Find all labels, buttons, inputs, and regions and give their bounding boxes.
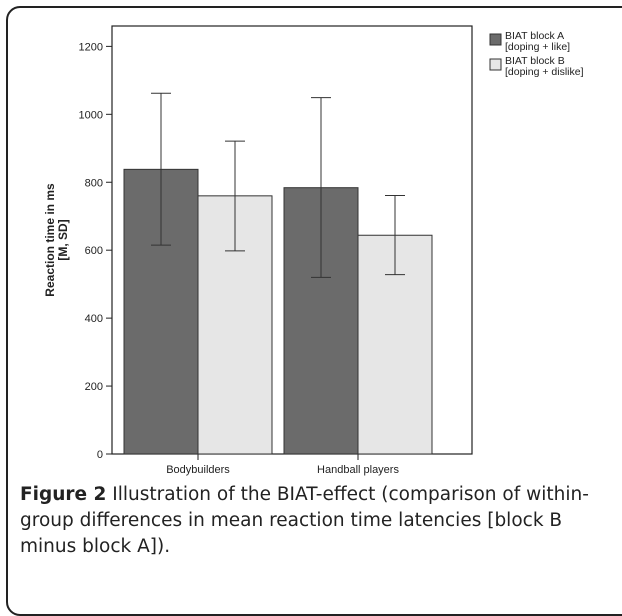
x-tick-label: Bodybuilders: [166, 464, 230, 476]
y-tick-label: 800: [85, 177, 103, 189]
bar-chart: 0 200 400 600 800 1000 1200 Bodybuilders Handbal…: [43, 25, 584, 480]
legend-label: [doping + like]: [505, 41, 570, 53]
y-tick-label: 0: [97, 449, 103, 461]
y-tick-label: 1200: [79, 41, 103, 53]
y-tick-label: 1000: [79, 109, 103, 121]
legend-label: BIAT block A: [505, 30, 564, 42]
y-tick-label: 600: [85, 245, 103, 257]
y-axis-label: Reaction time in ms: [43, 183, 57, 297]
y-tick-label: 200: [85, 381, 103, 393]
x-axis-label: Group: [274, 478, 310, 480]
y-axis-label: [M, SD]: [56, 219, 70, 260]
plot-area: 0 200 400 600 800 1000 1200 Bodybuilders Handbal…: [43, 25, 584, 480]
legend-swatch: [489, 58, 502, 71]
legend-swatch: [489, 33, 502, 46]
legend-label: BIAT block B: [505, 55, 565, 67]
x-tick-label: Handball players: [317, 464, 399, 476]
caption-label: Figure 2: [20, 484, 107, 505]
legend-label: [doping + dislike]: [505, 66, 584, 78]
y-tick-label: 400: [85, 313, 103, 325]
caption-text: Illustration of the BIAT-effect (compari…: [20, 484, 589, 557]
figure-caption: Figure 2 Illustration of the BIAT-effect…: [20, 482, 612, 560]
